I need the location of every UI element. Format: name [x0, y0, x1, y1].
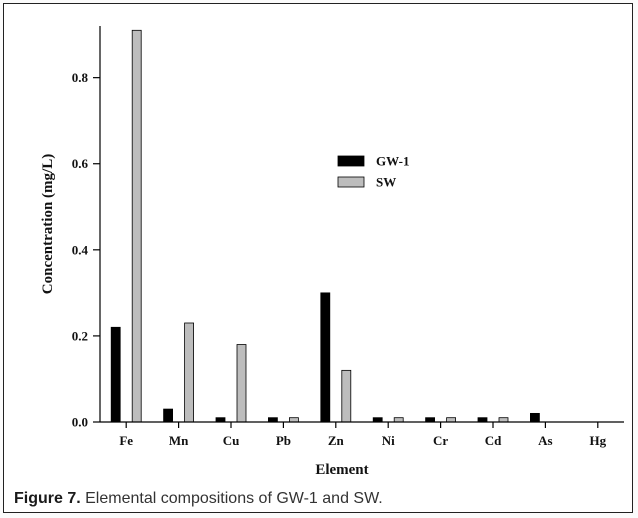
legend-swatch: [337, 155, 365, 167]
bar-gw-1-zn: [320, 292, 331, 423]
axes-layer: 0.0 0.2 0.4 0.6 0.8 Fe Mn Cu Pb Zn Ni Cr Cd As Hg: [72, 26, 624, 448]
bar-sw-mn: [184, 322, 195, 423]
figure-caption: Figure 7. Elemental compositions of GW-1…: [14, 490, 383, 508]
bar-sw-fe: [131, 29, 142, 423]
bar-chart: 0.0 0.2 0.4 0.6 0.8 Fe Mn Cu Pb Zn Ni Cr Cd As Hg GW-1…: [40, 26, 624, 478]
legend-label: SW: [376, 175, 396, 190]
bar-gw-1-cr: [425, 417, 436, 423]
bar-gw-1-ni: [372, 417, 383, 423]
x-tick-label: Cr: [433, 433, 448, 448]
legend-swatch: [337, 176, 365, 188]
bar-gw-1-pb: [267, 417, 278, 423]
x-tick-label: As: [538, 433, 552, 448]
bar-sw-ni: [393, 417, 404, 423]
bar-gw-1-fe: [110, 326, 121, 423]
y-axis-title: Concentration (mg/L): [40, 154, 56, 294]
bar-sw-cd: [498, 417, 509, 423]
legend-label: GW-1: [376, 154, 409, 169]
x-axis-title: Element: [315, 462, 368, 478]
bars-layer: [110, 29, 540, 423]
figure-frame: 0.0 0.2 0.4 0.6 0.8 Fe Mn Cu Pb Zn Ni Cr Cd As Hg GW-1…: [3, 3, 633, 513]
x-tick-label: Cd: [485, 433, 502, 448]
bar-gw-1-cu: [215, 417, 226, 423]
y-tick-label: 0.6: [72, 156, 89, 171]
x-tick-label: Mn: [169, 433, 189, 448]
x-tick-label: Fe: [119, 433, 133, 448]
x-tick-label: Cu: [223, 433, 240, 448]
bar-gw-1-as: [530, 412, 540, 423]
caption-label: Figure 7.: [14, 490, 81, 507]
legend: GW-1 SW: [337, 154, 409, 190]
bar-sw-pb: [288, 417, 299, 423]
y-tick-label: 0.2: [72, 328, 88, 343]
bar-sw-cr: [446, 417, 457, 423]
x-tick-label: Pb: [276, 433, 291, 448]
bar-sw-zn: [341, 369, 352, 423]
x-tick-label: Hg: [589, 433, 606, 448]
x-tick-label: Ni: [382, 433, 395, 448]
x-tick-label: Zn: [328, 433, 345, 448]
bar-sw-cu: [236, 344, 247, 423]
caption-text: Elemental compositions of GW-1 and SW.: [80, 490, 383, 507]
y-tick-label: 0.8: [72, 70, 89, 85]
bar-gw-1-mn: [163, 408, 174, 423]
bar-gw-1-cd: [477, 417, 488, 423]
y-tick-label: 0.4: [72, 242, 89, 257]
y-tick-label: 0.0: [72, 415, 88, 430]
